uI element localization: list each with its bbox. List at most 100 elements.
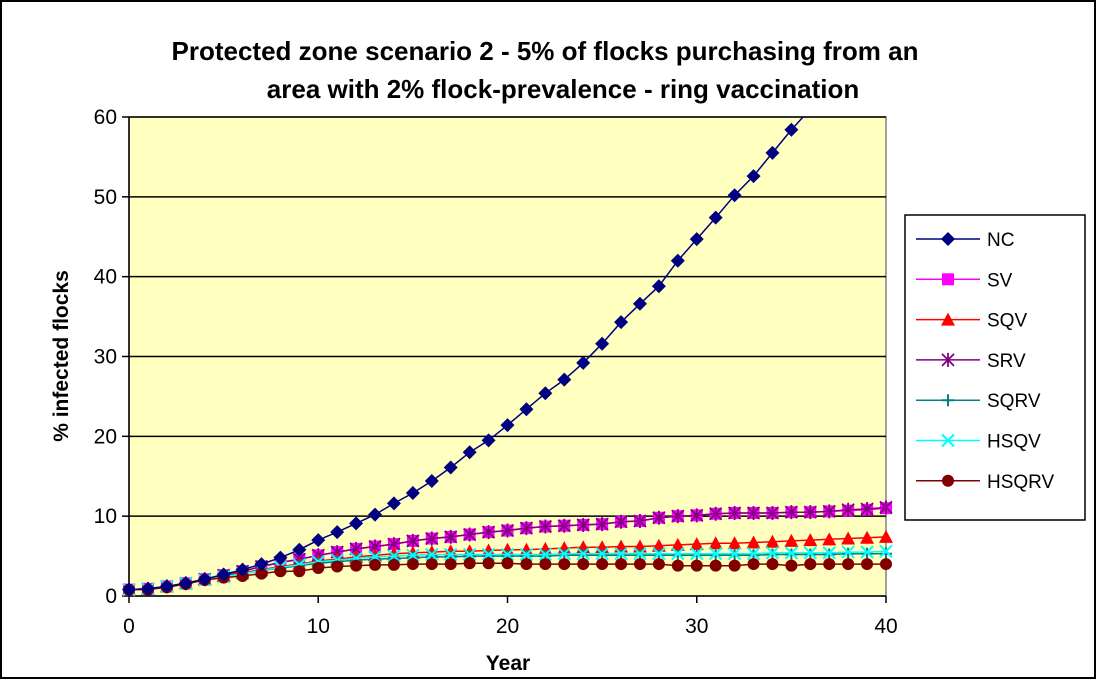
data-point-sqv [879,529,893,543]
legend-entry-sv: SV [916,270,1013,291]
data-point-hsqrv [274,565,287,578]
data-point-hsqrv [558,558,571,571]
data-point-sqv [651,538,666,552]
legend-label: SV [987,270,1013,291]
data-point-sqv [841,531,856,545]
data-point-hsqrv [406,558,419,571]
data-point-hsqv [727,546,742,561]
x-tick-label: 0 [123,615,135,638]
data-point-hsqrv [842,558,855,571]
data-point-nc [670,253,685,268]
data-point-sqv [519,542,534,556]
x-axis-label: Year [486,652,530,675]
data-point-hsqrv [785,559,798,572]
y-axis-label: % infected flocks [50,270,73,442]
data-point-hsqv [519,547,534,562]
legend-label: HSQV [987,432,1041,453]
data-point-nc [614,315,629,330]
data-point-hsqrv [652,558,665,571]
data-point-srv [709,506,723,521]
data-point-srv [500,523,515,538]
data-point-sqrv [785,548,798,561]
legend-label: HSQRV [987,472,1055,493]
y-tick-label: 60 [94,106,117,129]
data-point-sqv [803,533,818,547]
data-point-hsqv [822,546,836,560]
data-point-hsqrv [804,558,817,571]
data-point-nc [689,232,704,247]
data-point-nc [576,355,591,370]
data-point-hsqv [860,545,874,559]
legend-label: SQRV [987,391,1041,412]
data-point-nc [519,402,534,417]
data-point-hsqrv [861,558,874,571]
data-point-nc [216,567,231,582]
data-point-hsqv [387,549,401,563]
data-point-hsqrv [369,558,382,571]
y-tick-label: 30 [94,346,117,369]
data-point-srv [765,505,780,520]
grid-lines [129,116,886,517]
legend-entry-hsqrv: HSQRV [916,472,1055,493]
data-point-srv [425,531,439,546]
series-nc [122,117,805,597]
data-point-hsqrv [823,558,836,571]
data-point-nc [746,169,761,184]
data-point-nc [235,562,250,577]
data-point-nc [557,372,572,387]
data-point-srv [746,505,761,520]
data-point-nc [708,210,723,225]
data-point-hsqv [481,547,496,562]
y-tick-label: 0 [105,585,117,608]
data-point-hsqv [462,547,477,562]
data-point-hsqv [652,546,666,561]
legend-marker-hsqrv [942,474,954,487]
data-point-hsqrv [463,557,476,570]
data-point-nc [178,576,193,591]
data-point-hsqv [557,546,571,561]
data-point-nc [462,445,477,460]
data-point-hsqrv [444,558,457,571]
data-point-nc [140,581,155,596]
data-point-hsqrv [577,558,590,571]
legend: NC SV SQV SRV SQRV HSQV HSQRV [904,214,1086,521]
y-tick-label: 20 [94,425,117,448]
data-point-hsqrv [728,559,741,572]
data-point-srv [576,517,590,532]
data-point-srv [652,510,666,525]
data-point-nc [538,386,553,401]
legend-box [904,214,1086,521]
data-point-srv [860,501,874,516]
data-point-nc [405,486,420,501]
legend-entry-sqrv: SQRV [916,391,1041,412]
data-point-sqv [784,533,799,547]
data-point-hsqrv [709,559,722,572]
data-point-srv [879,500,893,515]
data-point-hsqrv [539,558,552,571]
data-point-srv [671,509,685,524]
data-point-hsqv [406,548,420,562]
data-point-nc [632,296,647,311]
x-axis-ticks: 0 10 20 30 40 [123,596,898,638]
data-point-srv [841,502,855,517]
data-point-sqv [708,536,723,550]
data-point-nc [443,460,458,475]
y-tick-label: 40 [94,266,117,289]
data-point-hsqv [784,546,799,560]
data-point-hsqrv [615,558,628,571]
data-point-sqv [746,535,761,549]
data-point-hsqv [879,544,893,559]
data-point-hsqrv [633,558,646,571]
data-point-hsqrv [766,558,779,571]
x-tick-label: 30 [685,615,708,638]
data-point-hsqrv [747,558,760,571]
data-point-sqv [481,543,496,557]
legend-label: SRV [987,351,1026,372]
x-tick-label: 20 [496,615,519,638]
series-layer [122,117,893,597]
data-point-hsqrv [690,559,703,572]
data-point-sqv [670,537,685,551]
data-point-nc [765,145,780,160]
data-point-nc [595,336,610,351]
